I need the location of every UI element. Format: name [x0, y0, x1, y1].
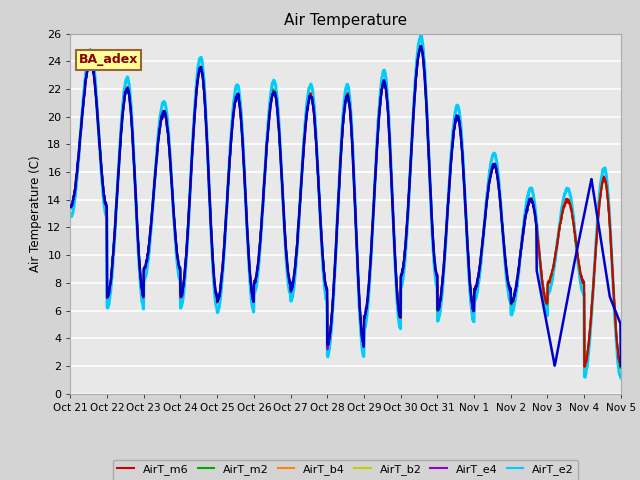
AirT_b4	[417, 43, 425, 49]
AirT_m6	[132, 186, 140, 192]
Line: AirT_m2: AirT_m2	[70, 46, 621, 368]
AirT_b2	[300, 142, 308, 148]
AirT_m2	[300, 143, 308, 149]
AirT_b2	[132, 189, 140, 194]
AirT_b2	[616, 366, 624, 372]
AirT_e2	[617, 375, 625, 381]
AirT_m2	[617, 364, 625, 370]
AirT_b2	[312, 128, 319, 133]
AirT_b4	[321, 282, 329, 288]
Y-axis label: Air Temperature (C): Air Temperature (C)	[29, 156, 42, 272]
AirT_b4	[109, 252, 117, 257]
AirT_b4	[581, 365, 589, 371]
AirT_e2	[380, 68, 387, 73]
AirT_e4	[312, 127, 319, 132]
AirT_m4	[109, 252, 117, 258]
AirT_e4	[300, 144, 308, 149]
AirT_m2	[67, 206, 74, 212]
AirT_e4	[67, 202, 74, 208]
AirT_m6	[300, 142, 308, 147]
Legend: AirT_m6, AirT_m4, AirT_m2, AirT_b4, AirT_b2, AirT_e4, AirT_e2: AirT_m6, AirT_m4, AirT_m2, AirT_b4, AirT…	[113, 460, 579, 480]
AirT_m6	[312, 126, 319, 132]
AirT_e4	[132, 191, 140, 197]
Line: AirT_b4: AirT_b4	[70, 46, 621, 368]
AirT_b2	[109, 252, 117, 258]
AirT_e4	[417, 44, 425, 49]
AirT_m4	[380, 81, 387, 87]
AirT_b4	[380, 78, 387, 84]
AirT_m6	[580, 364, 588, 370]
Line: AirT_m4: AirT_m4	[70, 46, 621, 366]
AirT_e2	[109, 260, 117, 265]
AirT_b2	[418, 45, 426, 50]
AirT_m6	[109, 253, 117, 259]
AirT_b2	[321, 279, 329, 285]
AirT_e2	[67, 214, 74, 219]
Line: AirT_b2: AirT_b2	[70, 48, 621, 369]
AirT_b4	[312, 128, 319, 133]
AirT_b4	[617, 364, 625, 370]
AirT_b2	[617, 363, 625, 369]
Text: BA_adex: BA_adex	[79, 53, 138, 66]
AirT_m4	[300, 143, 308, 148]
AirT_m4	[312, 129, 319, 134]
AirT_m6	[380, 78, 387, 84]
AirT_m2	[416, 43, 424, 49]
AirT_e4	[616, 363, 624, 369]
AirT_b4	[300, 142, 308, 148]
AirT_b4	[67, 205, 74, 211]
AirT_m2	[312, 127, 319, 132]
AirT_m4	[321, 279, 329, 285]
AirT_m6	[617, 362, 625, 368]
AirT_b2	[380, 82, 387, 87]
Title: Air Temperature: Air Temperature	[284, 13, 407, 28]
AirT_m2	[321, 279, 329, 285]
AirT_e2	[417, 32, 424, 37]
AirT_m6	[321, 279, 329, 285]
AirT_m2	[380, 81, 387, 86]
AirT_m6	[67, 203, 74, 209]
AirT_m4	[132, 185, 140, 191]
Line: AirT_e2: AirT_e2	[70, 35, 621, 378]
AirT_e4	[321, 280, 329, 286]
AirT_e4	[617, 362, 625, 368]
Line: AirT_m6: AirT_m6	[70, 46, 621, 367]
AirT_m4	[67, 203, 74, 209]
AirT_m4	[617, 363, 625, 369]
AirT_m2	[109, 253, 117, 259]
AirT_m4	[417, 43, 425, 49]
AirT_e2	[321, 290, 329, 296]
AirT_e2	[312, 120, 319, 125]
AirT_e4	[380, 79, 387, 84]
Line: AirT_e4: AirT_e4	[70, 47, 621, 366]
AirT_m2	[132, 188, 140, 193]
AirT_e4	[109, 253, 117, 259]
AirT_b4	[132, 186, 140, 192]
AirT_m2	[616, 365, 624, 371]
AirT_m6	[417, 43, 424, 49]
AirT_e2	[132, 187, 140, 192]
AirT_e2	[300, 138, 308, 144]
AirT_b2	[67, 205, 74, 211]
